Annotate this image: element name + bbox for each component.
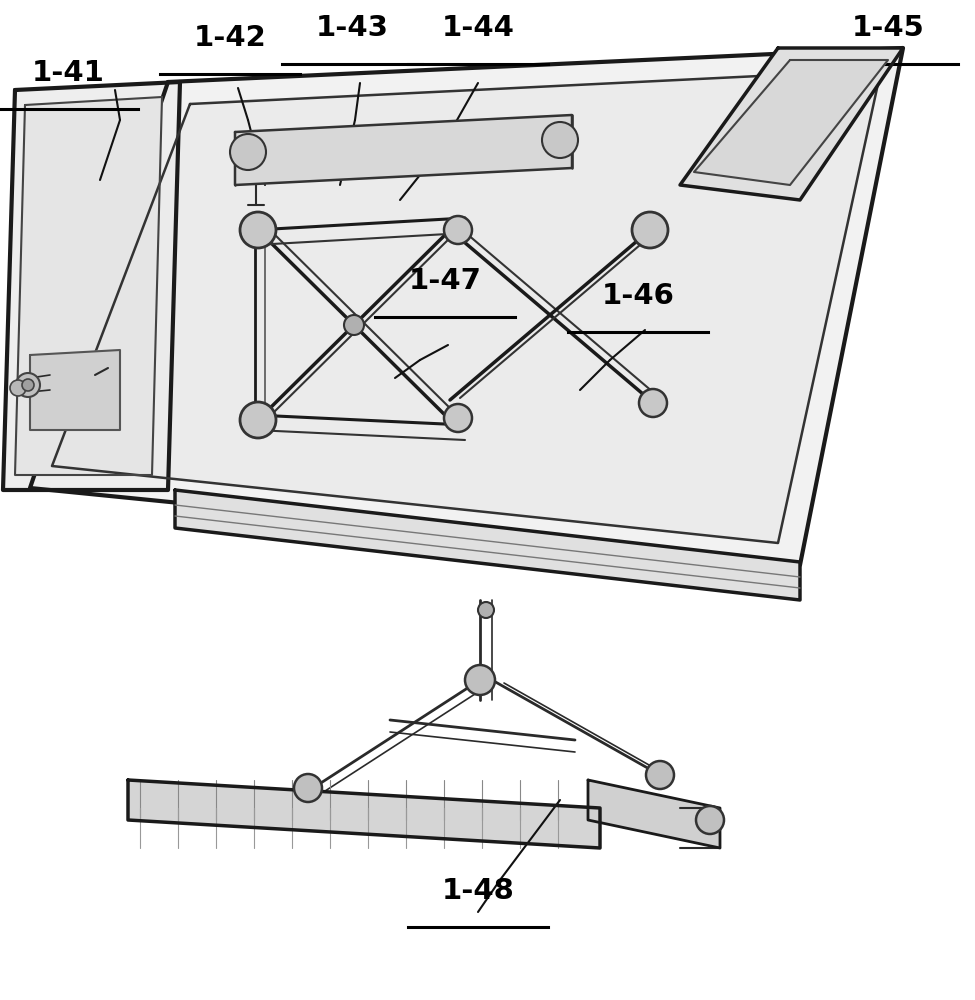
- Circle shape: [230, 134, 266, 170]
- Circle shape: [294, 774, 322, 802]
- Polygon shape: [30, 350, 120, 430]
- Circle shape: [646, 761, 674, 789]
- Circle shape: [632, 212, 668, 248]
- Text: 1-46: 1-46: [602, 282, 675, 310]
- Text: 1-47: 1-47: [409, 267, 482, 295]
- Text: 1-42: 1-42: [194, 24, 266, 52]
- Polygon shape: [694, 60, 888, 185]
- Circle shape: [639, 389, 667, 417]
- Circle shape: [240, 212, 276, 248]
- Circle shape: [10, 380, 26, 396]
- Circle shape: [444, 404, 472, 432]
- Polygon shape: [15, 97, 162, 475]
- Polygon shape: [3, 82, 180, 490]
- Text: 1-43: 1-43: [316, 14, 388, 42]
- Circle shape: [16, 373, 40, 397]
- Polygon shape: [588, 780, 720, 848]
- Circle shape: [240, 402, 276, 438]
- Text: 1-41: 1-41: [31, 59, 104, 87]
- Circle shape: [22, 379, 34, 391]
- Circle shape: [465, 665, 495, 695]
- Polygon shape: [235, 115, 572, 185]
- Text: 1-44: 1-44: [442, 14, 515, 42]
- Polygon shape: [128, 780, 600, 848]
- Circle shape: [344, 315, 364, 335]
- Circle shape: [478, 602, 494, 618]
- Text: 1-48: 1-48: [442, 877, 515, 905]
- Circle shape: [696, 806, 724, 834]
- Circle shape: [542, 122, 578, 158]
- Polygon shape: [175, 490, 800, 600]
- Text: 1-45: 1-45: [851, 14, 924, 42]
- Circle shape: [444, 216, 472, 244]
- Polygon shape: [680, 48, 903, 200]
- Polygon shape: [30, 48, 903, 565]
- Polygon shape: [52, 70, 881, 543]
